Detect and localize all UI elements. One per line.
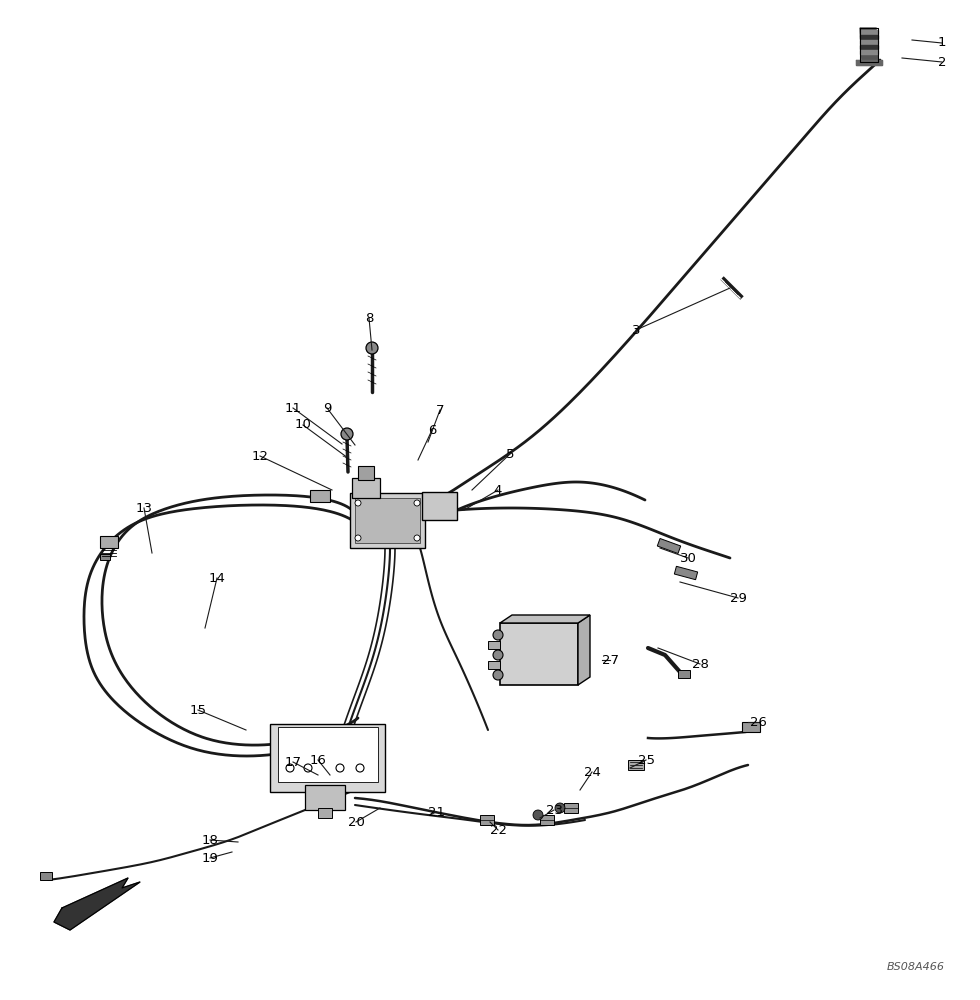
Text: 17: 17	[284, 756, 302, 768]
Circle shape	[286, 764, 294, 772]
Polygon shape	[860, 35, 878, 39]
Bar	[674, 566, 698, 580]
Polygon shape	[860, 45, 878, 49]
Text: 12: 12	[252, 450, 269, 462]
Text: 19: 19	[202, 852, 219, 864]
Text: 26: 26	[750, 716, 766, 728]
Text: 29: 29	[729, 591, 747, 604]
Text: 20: 20	[348, 816, 365, 828]
Text: 2: 2	[938, 55, 947, 68]
Circle shape	[366, 342, 378, 354]
Polygon shape	[860, 50, 878, 54]
Circle shape	[493, 630, 503, 640]
Circle shape	[355, 500, 361, 506]
Circle shape	[341, 428, 353, 440]
Circle shape	[304, 764, 312, 772]
Bar	[658, 538, 681, 554]
Bar	[270, 724, 385, 792]
Bar	[540, 815, 554, 825]
Bar	[355, 498, 420, 543]
Text: 16: 16	[310, 754, 326, 766]
Bar	[422, 492, 457, 520]
Bar	[678, 670, 690, 678]
Circle shape	[555, 803, 565, 813]
Circle shape	[533, 810, 543, 820]
Bar	[100, 554, 110, 560]
Text: 23: 23	[546, 804, 563, 816]
Bar	[352, 478, 380, 498]
Bar	[310, 490, 330, 502]
Bar	[564, 803, 578, 813]
Circle shape	[493, 650, 503, 660]
Text: 9: 9	[322, 401, 331, 414]
Text: 18: 18	[202, 834, 219, 846]
Text: 7: 7	[436, 403, 444, 416]
Text: 15: 15	[189, 704, 207, 716]
Text: 11: 11	[284, 401, 302, 414]
Bar	[500, 623, 578, 685]
Bar	[742, 722, 760, 732]
Text: 14: 14	[209, 572, 225, 584]
Bar	[100, 536, 118, 548]
Bar	[305, 785, 345, 810]
Text: 24: 24	[583, 766, 601, 778]
Bar	[488, 641, 500, 649]
Polygon shape	[578, 615, 590, 685]
Circle shape	[414, 535, 420, 541]
Text: 30: 30	[679, 552, 697, 564]
Text: 10: 10	[295, 418, 312, 432]
Text: 25: 25	[638, 754, 655, 766]
Text: 1: 1	[938, 36, 947, 49]
Polygon shape	[860, 28, 878, 62]
Bar	[350, 493, 425, 548]
Text: 6: 6	[428, 424, 436, 436]
Text: 13: 13	[135, 502, 153, 514]
Text: 27: 27	[602, 654, 618, 666]
Circle shape	[493, 670, 503, 680]
Text: 21: 21	[427, 806, 445, 818]
Text: 4: 4	[494, 484, 502, 496]
Text: 3: 3	[632, 324, 640, 336]
Bar	[40, 872, 52, 880]
Circle shape	[355, 535, 361, 541]
Text: 5: 5	[506, 448, 514, 460]
Polygon shape	[860, 30, 878, 34]
Circle shape	[414, 500, 420, 506]
Text: 22: 22	[489, 824, 507, 836]
Polygon shape	[860, 40, 878, 44]
Bar	[278, 727, 378, 782]
Text: BS08A466: BS08A466	[887, 962, 945, 972]
Circle shape	[356, 764, 364, 772]
Polygon shape	[500, 615, 590, 623]
Polygon shape	[54, 878, 140, 930]
Bar	[480, 815, 494, 825]
Text: 28: 28	[692, 658, 709, 670]
Bar	[318, 808, 332, 818]
Bar	[628, 760, 644, 770]
Bar	[488, 661, 500, 669]
Bar	[358, 466, 374, 480]
Polygon shape	[856, 60, 882, 65]
Text: 8: 8	[365, 312, 373, 324]
Circle shape	[336, 764, 344, 772]
